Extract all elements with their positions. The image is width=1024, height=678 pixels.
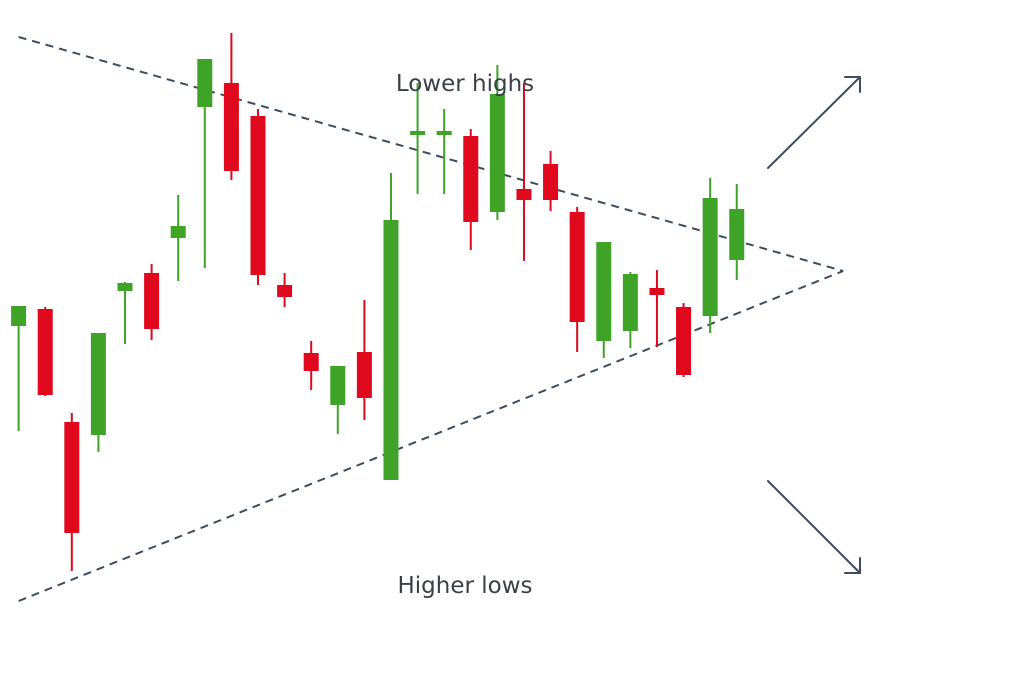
candle-body — [11, 306, 27, 326]
candle — [11, 306, 27, 431]
candle — [64, 413, 80, 571]
arrow-shaft — [767, 76, 861, 169]
candle-body — [596, 242, 612, 341]
candlesticks — [11, 33, 745, 571]
candle-body — [463, 136, 479, 222]
candle — [649, 270, 665, 347]
candle — [90, 333, 106, 452]
candle-body — [410, 131, 426, 135]
candle-body — [676, 307, 692, 375]
candle — [702, 178, 718, 333]
candle — [543, 151, 559, 211]
arrow-head — [844, 557, 861, 574]
candle-body — [117, 283, 133, 291]
candle-body — [223, 83, 239, 171]
candle-body — [64, 422, 80, 533]
candle-body — [356, 352, 372, 398]
candle-body — [543, 164, 559, 200]
trendline-support — [18, 270, 844, 602]
candle-body — [729, 209, 745, 260]
candle — [489, 65, 505, 220]
candle — [223, 33, 239, 180]
candle — [330, 366, 346, 434]
candle-body — [622, 274, 638, 331]
candle — [729, 184, 745, 280]
candle — [622, 272, 638, 348]
candle — [410, 83, 426, 194]
candle-body — [170, 226, 186, 238]
candle-body — [516, 189, 532, 200]
candle-body — [436, 131, 452, 135]
arrow-head — [844, 76, 861, 93]
candle-body — [250, 116, 266, 275]
candle-body — [303, 353, 319, 371]
candle — [569, 207, 585, 352]
candle-body — [383, 220, 399, 480]
candle-body — [330, 366, 346, 405]
candle-body — [277, 285, 293, 297]
candle — [303, 341, 319, 390]
candle — [144, 264, 160, 340]
candle — [170, 195, 186, 281]
candle — [596, 242, 612, 358]
candle-body — [489, 94, 505, 212]
candle-body — [569, 212, 585, 322]
candle-body — [37, 309, 53, 395]
candle-body — [197, 59, 213, 107]
candle — [356, 300, 372, 420]
candle — [37, 307, 53, 396]
candle — [117, 282, 133, 344]
arrow-shaft — [767, 480, 861, 574]
candle-body — [90, 333, 106, 435]
candle — [383, 173, 399, 480]
breakout-arrows — [767, 76, 861, 574]
trendlines — [18, 36, 844, 602]
annotation-lower-highs: Lower highs — [396, 71, 534, 97]
candle-body — [702, 198, 718, 316]
candle-body — [649, 288, 665, 295]
candle — [436, 109, 452, 194]
arrow-up-right-icon — [767, 76, 861, 169]
candle — [197, 59, 213, 268]
arrow-down-right-icon — [767, 480, 861, 574]
candle — [516, 83, 532, 261]
candle — [277, 273, 293, 307]
candle-body — [144, 273, 160, 329]
candle — [250, 109, 266, 285]
candle — [676, 303, 692, 377]
annotation-higher-lows: Higher lows — [397, 573, 532, 599]
candle — [463, 129, 479, 250]
